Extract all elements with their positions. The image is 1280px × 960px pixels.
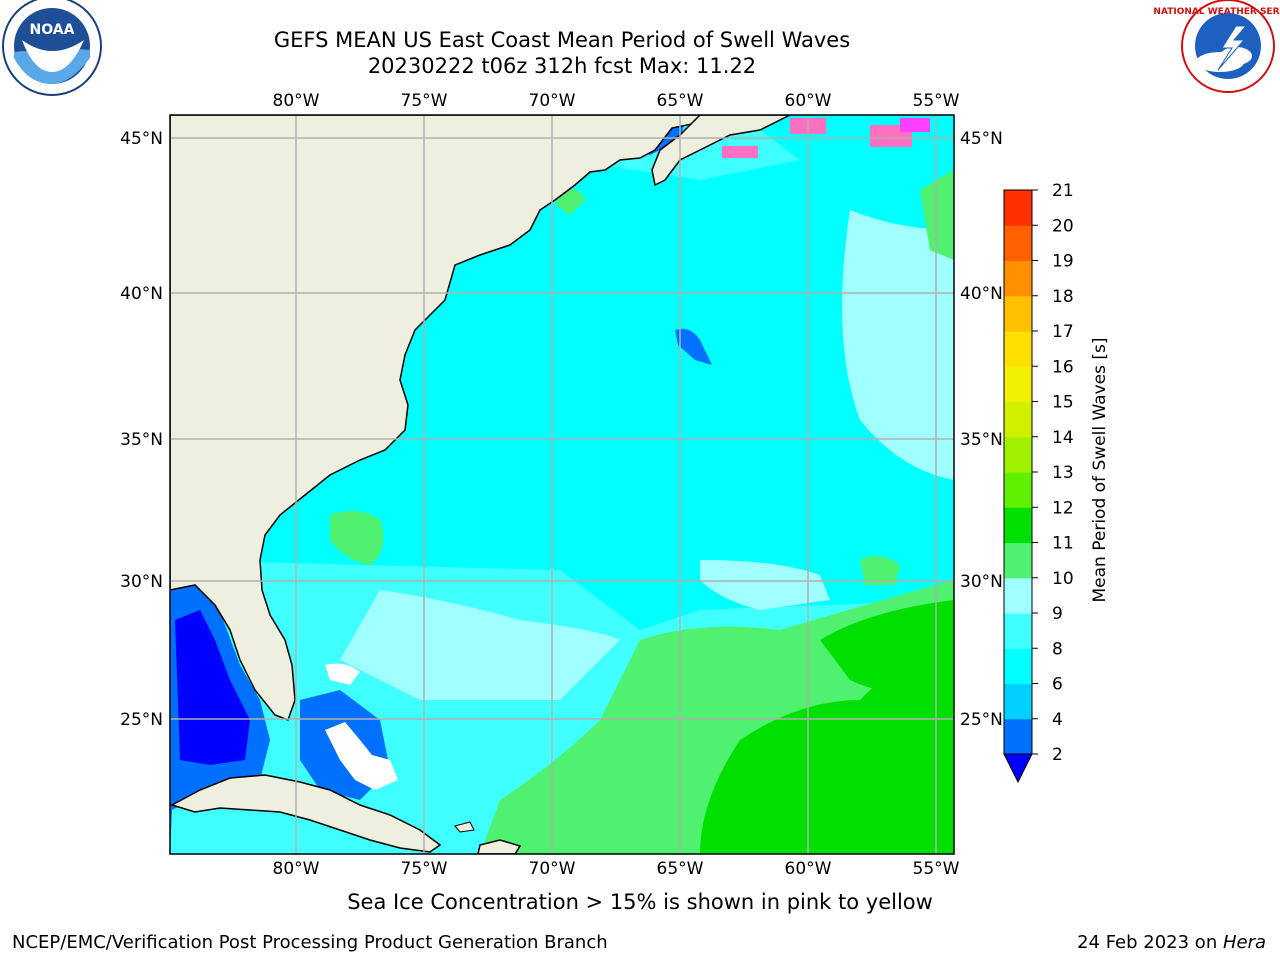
lon-label: 75°W [401, 91, 448, 111]
colorbar-tick-label: 15 [1052, 393, 1074, 413]
colorbar-segment [1004, 472, 1032, 508]
colorbar-segment [1004, 507, 1032, 544]
land-cuba [170, 774, 442, 853]
swell-patch-green-1 [330, 511, 384, 565]
footer-host: Hera [1222, 932, 1266, 953]
colorbar-tick-label: 10 [1052, 569, 1074, 589]
colorbar-segment [1004, 683, 1032, 720]
lon-label: 75°W [401, 859, 448, 879]
colorbar-segment [1004, 436, 1032, 473]
colorbar-segment [1004, 718, 1032, 755]
colorbar-segment [1004, 260, 1032, 297]
colorbar-segment [1004, 542, 1032, 579]
lon-label: 55°W [913, 91, 960, 111]
sea-ice-patch-2 [722, 146, 758, 158]
colorbar-tick-label: 12 [1052, 498, 1074, 518]
lon-label: 80°W [273, 91, 320, 111]
lon-label: 70°W [529, 859, 576, 879]
colorbar-segment [1004, 190, 1032, 226]
graticule [170, 115, 954, 854]
swell-region-under-2s-gulf [175, 610, 250, 765]
colorbar-tick-label: 8 [1052, 639, 1063, 659]
colorbar-segment [1004, 401, 1032, 438]
colorbar-tick-label: 14 [1052, 428, 1074, 448]
lat-label: 30°N [120, 572, 163, 592]
swell-region-8-9s-east [842, 210, 954, 480]
nws-logo: NATIONAL WEATHER SERVICE [1153, 0, 1280, 93]
lon-label: 80°W [273, 859, 320, 879]
colorbar-segment [1004, 577, 1032, 614]
land-north-america [170, 115, 702, 721]
lat-label: 40°N [120, 284, 163, 304]
colorbar-tick-label: 21 [1052, 181, 1074, 201]
colorbar-tick-label: 4 [1052, 710, 1063, 730]
colorbar-segment [1004, 225, 1032, 262]
colorbar-tick-label: 6 [1052, 675, 1063, 695]
sea-ice-note: Sea Ice Concentration > 15% is shown in … [347, 890, 933, 914]
lat-label: 25°N [120, 710, 163, 730]
lat-labels-left: 45°N 40°N 35°N 30°N 25°N [120, 129, 163, 730]
colorbar-tick-label: 11 [1052, 534, 1074, 554]
footer-date-text: 24 Feb 2023 on [1077, 932, 1223, 953]
colorbar-tick-label: 2 [1052, 745, 1063, 765]
lat-label: 25°N [960, 710, 1003, 730]
colorbar-segment [1004, 295, 1032, 332]
shallow-bank-little-bahama [325, 663, 360, 685]
swell-patch-green-4 [556, 188, 585, 215]
sea-ice-patch-4 [900, 118, 930, 132]
lat-label: 40°N [960, 284, 1003, 304]
svg-text:NOAA: NOAA [30, 22, 75, 38]
swell-region-8-9s [340, 590, 620, 700]
lon-label: 60°W [785, 91, 832, 111]
noaa-logo: NOAA [2, 0, 102, 96]
lon-label: 70°W [529, 91, 576, 111]
lat-label: 35°N [960, 430, 1003, 450]
lon-label: 60°W [785, 859, 832, 879]
land-caribbean-island [454, 821, 475, 833]
land-nova-scotia [651, 115, 791, 187]
lon-labels-top: 80°W 75°W 70°W 65°W 60°W 55°W [273, 91, 960, 111]
footer-date: 24 Feb 2023 on Hera [1077, 932, 1266, 953]
colorbar: 2 4 6 8 9 10 11 12 13 14 15 16 17 18 19 20 21 [1003, 181, 1074, 784]
swell-patch-green-3 [920, 170, 954, 260]
colorbar-segment [1004, 613, 1032, 649]
lon-labels-bottom: 80°W 75°W 70°W 65°W 60°W 55°W [273, 859, 960, 879]
lat-labels-right: 45°N 40°N 35°N 30°N 25°N [960, 129, 1003, 730]
lon-label: 65°W [657, 859, 704, 879]
swell-region-10-11s-b [820, 600, 954, 694]
colorbar-tick-label: 19 [1052, 252, 1074, 272]
colorbar-tick-label: 9 [1052, 604, 1063, 624]
colorbar-tick-label: 20 [1052, 216, 1074, 236]
swell-region-8-9s-b [700, 560, 830, 610]
lat-label: 35°N [120, 430, 163, 450]
colorbar-segment [1004, 648, 1032, 685]
map-area [170, 115, 954, 854]
swell-patch-green-2 [860, 556, 900, 585]
lon-label: 65°W [657, 91, 704, 111]
shallow-bank-great-bahama [325, 722, 398, 790]
land-hispaniola [477, 839, 522, 854]
colorbar-segment [1004, 331, 1032, 367]
colorbar-label: Mean Period of Swell Waves [s] [1090, 338, 1110, 603]
colorbar-tick-label: 13 [1052, 463, 1074, 483]
swell-patch-blue-1 [675, 328, 712, 365]
colorbar-tick-label: 16 [1052, 357, 1074, 377]
lat-label: 45°N [120, 129, 163, 149]
map-subtitle: 20230222 t06z 312h fcst Max: 11.22 [367, 54, 757, 78]
map-frame [169, 114, 955, 855]
lat-label: 30°N [960, 572, 1003, 592]
lon-label: 55°W [913, 859, 960, 879]
colorbar-segment [1004, 366, 1032, 403]
colorbar-under-arrow [1003, 753, 1033, 784]
colorbar-tick-label: 18 [1052, 287, 1074, 307]
colorbar-tick-label: 17 [1052, 322, 1074, 342]
footer-branch: NCEP/EMC/Verification Post Processing Pr… [12, 932, 608, 953]
lat-label: 45°N [960, 129, 1003, 149]
map-title: GEFS MEAN US East Coast Mean Period of S… [273, 28, 851, 52]
svg-text:NATIONAL WEATHER SERVICE: NATIONAL WEATHER SERVICE [1153, 7, 1280, 17]
